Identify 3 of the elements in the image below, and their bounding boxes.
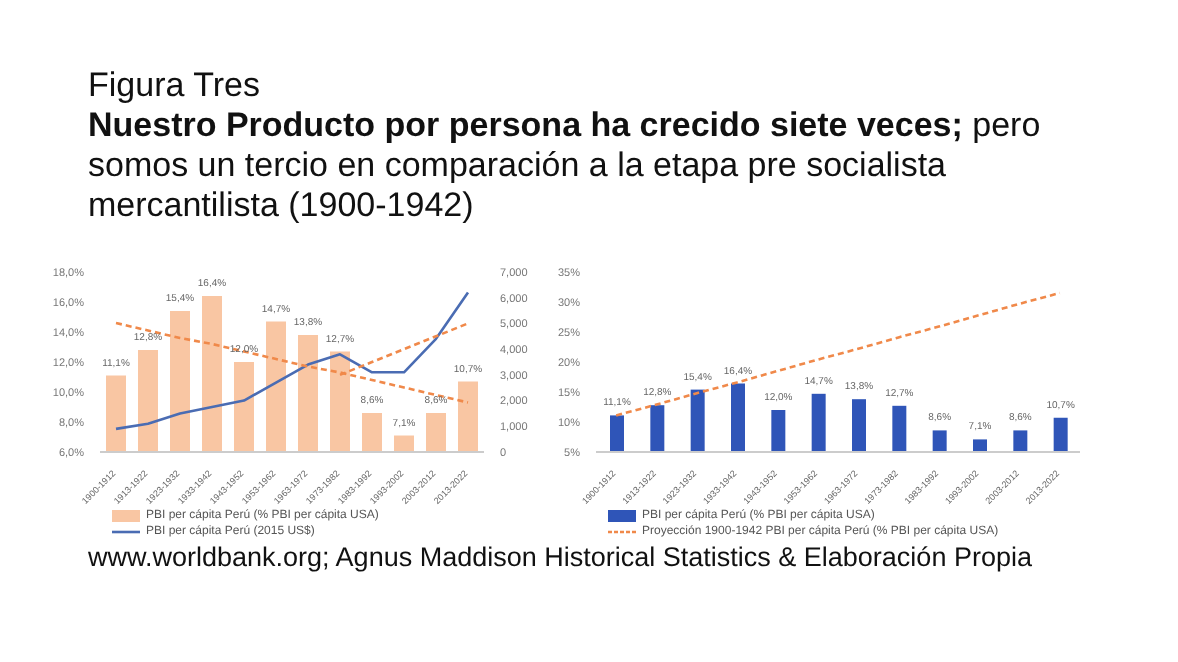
text: Nuestro Producto por persona ha crecido siete veces; pero somos un tercio en comparación a la etapa pre socialista mercantilista (1900-1942) bbox=[88, 106, 1043, 226]
text: www.worldbank.org; Agnus Maddison Historical Statistics & Elaboración Propia bbox=[88, 542, 1034, 572]
chart-title: Figura Tres bbox=[88, 66, 262, 106]
